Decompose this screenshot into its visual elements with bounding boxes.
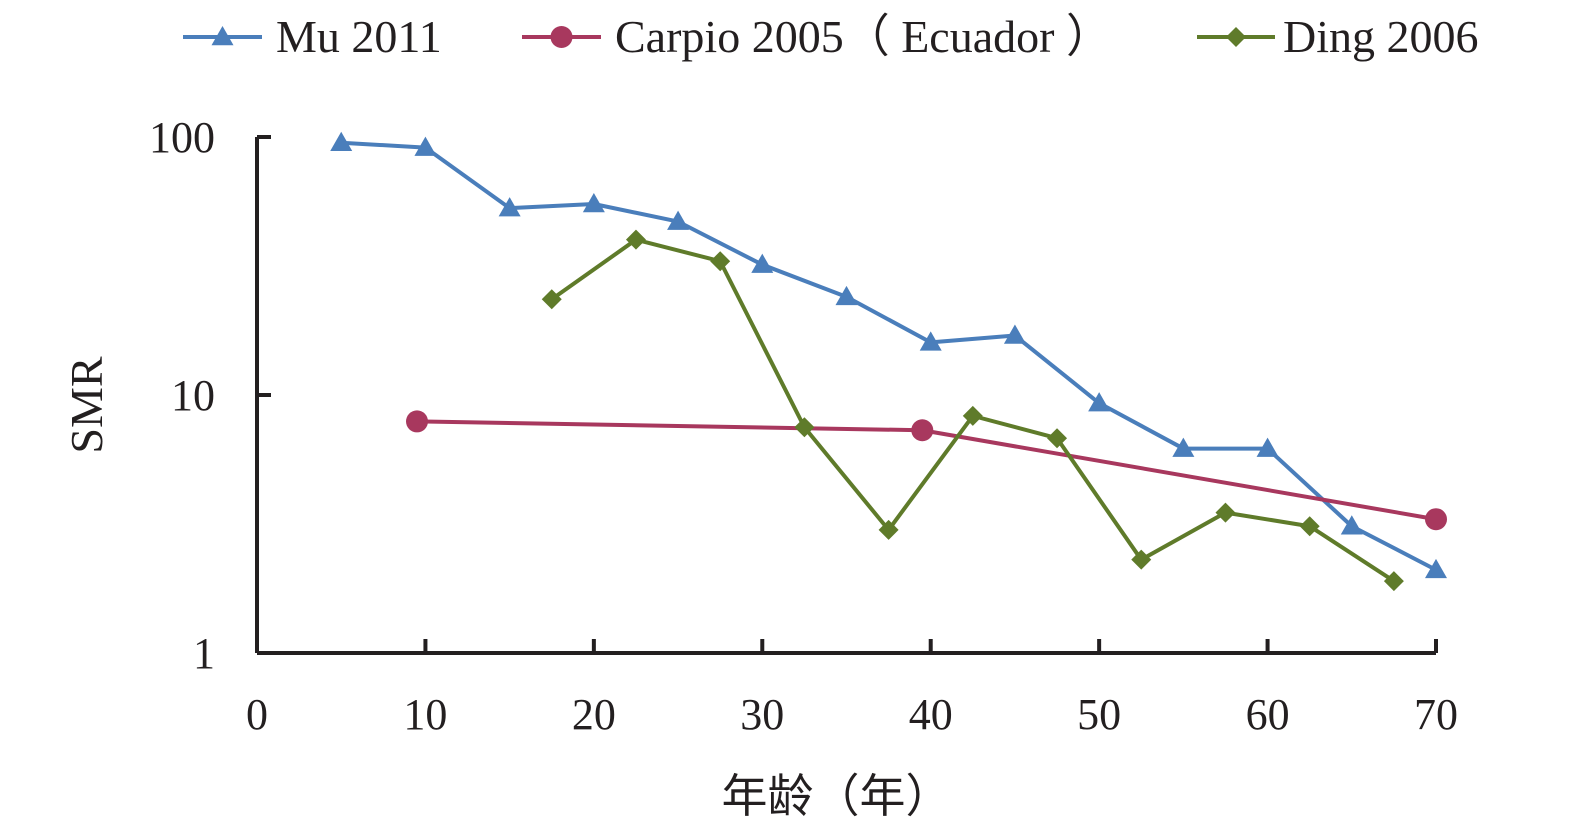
x-tick-label: 50 bbox=[1077, 690, 1121, 739]
data-point bbox=[1003, 324, 1026, 344]
y-tick-label: 1 bbox=[193, 629, 215, 678]
data-point bbox=[919, 331, 942, 351]
x-tick-label: 60 bbox=[1246, 690, 1290, 739]
x-tick-label: 20 bbox=[572, 690, 616, 739]
x-tick-label: 40 bbox=[909, 690, 953, 739]
axes: 0 10 20 30 40 50 60 70 1 10 100 年龄（年） SMR bbox=[61, 113, 1458, 822]
data-point bbox=[1131, 549, 1152, 570]
data-point bbox=[1256, 437, 1279, 457]
y-tick-label: 100 bbox=[149, 113, 215, 162]
data-point bbox=[878, 519, 899, 540]
data-point bbox=[1340, 515, 1363, 535]
data-point bbox=[962, 405, 983, 426]
data-point bbox=[406, 410, 429, 433]
data-point bbox=[1425, 558, 1447, 579]
series-markers bbox=[330, 131, 1447, 592]
x-tick-label: 70 bbox=[1414, 690, 1458, 739]
x-tick-label: 30 bbox=[740, 690, 784, 739]
data-point bbox=[1299, 516, 1320, 537]
x-tick-label: 0 bbox=[246, 690, 268, 739]
data-point bbox=[541, 289, 562, 310]
x-axis-title: 年龄（年） bbox=[722, 771, 952, 822]
data-point bbox=[1047, 428, 1068, 449]
data-point bbox=[911, 419, 934, 442]
data-point bbox=[582, 192, 605, 213]
data-point bbox=[330, 131, 353, 151]
data-point bbox=[667, 210, 690, 230]
legend-label: Carpio 2005（ Ecuador ） bbox=[615, 11, 1112, 62]
legend-label: Mu 2011 bbox=[276, 11, 442, 62]
data-point bbox=[1425, 508, 1447, 531]
legend: Mu 2011 Carpio 2005（ Ecuador ） Ding 2006 bbox=[183, 11, 1479, 62]
legend-marker bbox=[550, 26, 573, 48]
series-line bbox=[339, 140, 1438, 572]
y-tick-label: 10 bbox=[171, 371, 215, 420]
data-point bbox=[498, 197, 521, 217]
x-tick-label: 10 bbox=[403, 690, 447, 739]
data-point bbox=[710, 251, 731, 272]
legend-marker bbox=[1226, 27, 1246, 47]
data-point bbox=[751, 253, 774, 273]
legend-label: Ding 2006 bbox=[1283, 11, 1479, 62]
data-point bbox=[625, 229, 646, 250]
data-point bbox=[1215, 502, 1236, 523]
data-point bbox=[1383, 571, 1404, 592]
legend-marker bbox=[211, 26, 234, 46]
data-point bbox=[1088, 392, 1111, 412]
data-point bbox=[414, 136, 437, 156]
y-axis-title: SMR bbox=[61, 356, 112, 453]
data-point bbox=[835, 285, 858, 306]
data-point bbox=[1172, 437, 1195, 457]
data-point bbox=[794, 417, 815, 438]
